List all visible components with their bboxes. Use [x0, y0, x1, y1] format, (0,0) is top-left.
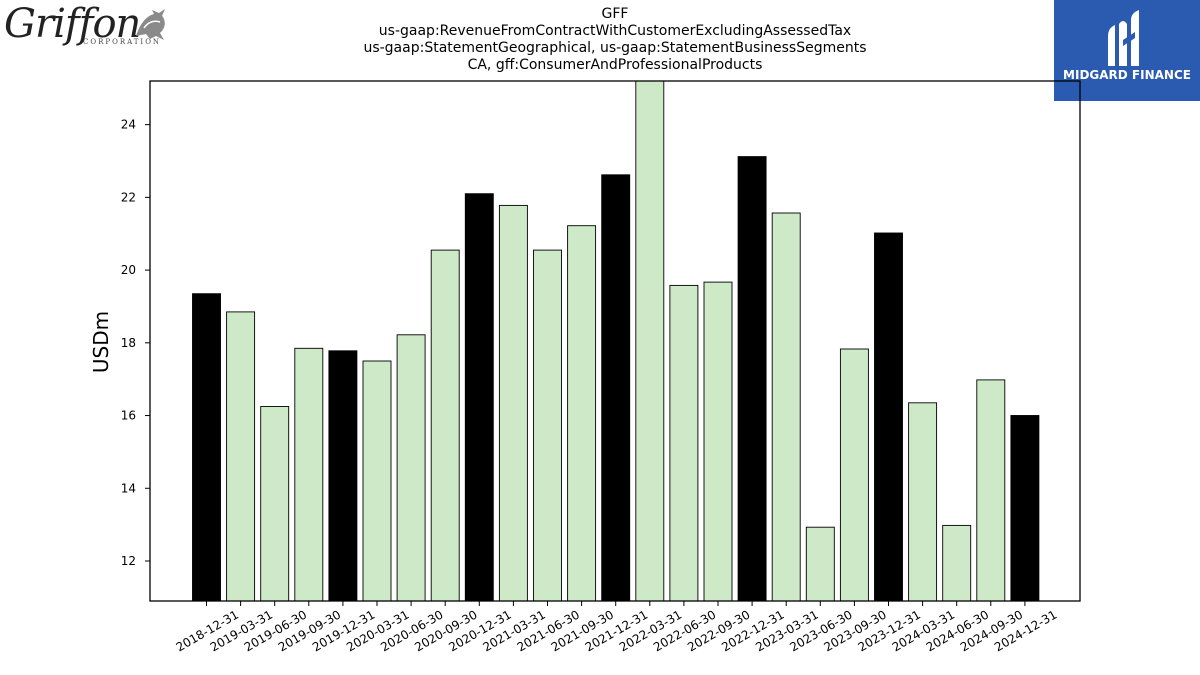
bar-2019-03-31 [226, 311, 256, 601]
bar-2019-09-30 [294, 347, 324, 601]
y-axis: 12 14 16 18 20 22 24 [121, 118, 150, 568]
bar-2024-06-30 [942, 524, 972, 601]
griffon-logo: Griffon CORPORATION [4, 2, 174, 50]
bar-2024-09-30 [976, 379, 1006, 601]
bar-2018-12-31 [192, 293, 221, 601]
bar-2021-12-31 [601, 174, 631, 601]
bar-2021-09-30 [567, 225, 597, 601]
y-tick-label: 14 [121, 481, 136, 495]
griffon-logo-subtitle: CORPORATION [83, 38, 162, 46]
y-axis-label: USDm [89, 311, 113, 373]
bar-2022-09-30 [703, 281, 733, 601]
midgard-m-icon [1104, 10, 1150, 74]
title-line-members: CA, gff:ConsumerAndProfessionalProducts [467, 57, 763, 73]
midgard-finance-logo: MIDGARD FINANCE [1054, 0, 1200, 101]
midgard-finance-name: MIDGARD FINANCE [1063, 68, 1191, 82]
bar-2024-03-31 [908, 402, 938, 601]
plot-frame [149, 80, 1081, 602]
y-tick-label: 16 [121, 409, 136, 423]
bar-2022-03-31 [635, 81, 665, 601]
bar-2021-03-31 [498, 204, 528, 601]
y-tick-label: 12 [121, 554, 136, 568]
bar-2022-06-30 [669, 284, 699, 601]
y-tick-label: 22 [121, 190, 136, 204]
title-line-concept: us-gaap:RevenueFromContractWithCustomerE… [378, 23, 852, 39]
bar-2020-06-30 [396, 334, 426, 601]
bar-2020-12-31 [464, 193, 494, 601]
bar-2022-12-31 [737, 156, 767, 601]
griffin-icon [132, 6, 170, 48]
bar-2019-12-31 [328, 350, 358, 601]
bar-2023-09-30 [839, 348, 869, 601]
bar-2023-06-30 [805, 526, 835, 601]
griffon-logo-wordmark: Griffon [4, 1, 141, 47]
bars-group [192, 81, 1040, 601]
chart-title: GFF us-gaap:RevenueFromContractWithCusto… [300, 6, 930, 74]
y-tick-label: 24 [121, 118, 136, 132]
bar-2023-03-31 [771, 212, 801, 601]
bar-2020-03-31 [362, 360, 392, 601]
y-tick-label: 18 [121, 336, 136, 350]
title-line-axes: us-gaap:StatementGeographical, us-gaap:S… [363, 40, 867, 56]
bar-2019-06-30 [260, 406, 290, 601]
y-tick-label: 20 [121, 263, 136, 277]
title-line-ticker: GFF [601, 6, 629, 22]
bar-2020-09-30 [430, 249, 460, 601]
bar-2023-12-31 [874, 232, 903, 601]
bar-2021-06-30 [533, 249, 562, 601]
bar-2024-12-31 [1010, 415, 1040, 601]
x-axis: 2018-12-312019-03-312019-06-302019-09-30… [174, 601, 1059, 654]
